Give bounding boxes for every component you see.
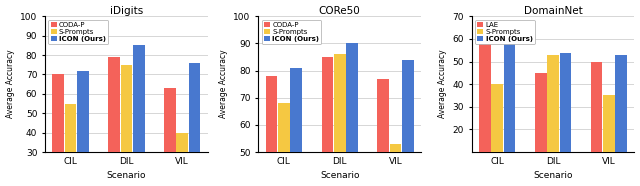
Legend: CODA-P, S-Prompts, ICON (Ours): CODA-P, S-Prompts, ICON (Ours) [49,20,108,44]
X-axis label: Scenario: Scenario [320,171,360,180]
Y-axis label: Average Accuracy: Average Accuracy [438,50,447,118]
Bar [266,76,277,186]
Bar [108,57,120,186]
Legend: LAE, S-Prompts, ICON (Ours): LAE, S-Prompts, ICON (Ours) [475,20,534,44]
X-axis label: Scenario: Scenario [107,171,146,180]
Title: iDigits: iDigits [110,6,143,16]
Bar [278,103,290,186]
Bar [616,55,627,175]
Bar [603,95,615,175]
Bar [321,57,333,186]
Bar [120,65,132,186]
Title: CORe50: CORe50 [319,6,360,16]
Bar [77,71,89,186]
Bar [535,73,547,175]
Bar [52,74,64,186]
Bar [591,62,602,175]
Bar [65,104,76,186]
Bar [378,79,389,186]
Bar [291,68,302,186]
Bar [479,25,491,175]
Bar [547,55,559,175]
Bar [346,44,358,186]
Title: DomainNet: DomainNet [524,6,582,16]
Y-axis label: Average Accuracy: Average Accuracy [6,50,15,118]
Bar [559,52,571,175]
Bar [189,63,200,186]
Bar [334,54,346,186]
Y-axis label: Average Accuracy: Average Accuracy [219,50,228,118]
Bar [177,133,188,186]
Bar [164,88,176,186]
X-axis label: Scenario: Scenario [533,171,573,180]
Bar [402,60,413,186]
Bar [504,25,515,175]
Bar [492,84,503,175]
Legend: CODA-P, S-Prompts, ICON (Ours): CODA-P, S-Prompts, ICON (Ours) [262,20,321,44]
Bar [390,144,401,186]
Bar [133,45,145,186]
